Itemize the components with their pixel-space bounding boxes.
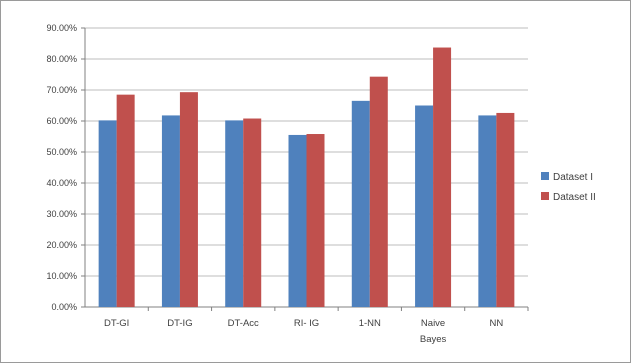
bars <box>98 47 515 308</box>
y-tick-label: 50.00% <box>46 147 77 157</box>
bar-dataset-i <box>225 120 244 307</box>
legend-swatch <box>541 172 549 180</box>
bar-dataset-ii <box>179 92 198 307</box>
bar-dataset-i <box>98 120 117 307</box>
x-category-label: DT-GI <box>104 318 129 329</box>
y-tick-label: 90.00% <box>46 23 77 33</box>
bar-dataset-i <box>415 105 434 307</box>
y-tick-label: 30.00% <box>46 209 77 219</box>
legend: Dataset I Dataset II <box>541 172 596 203</box>
bar-dataset-i <box>161 115 180 307</box>
legend-label: Dataset I <box>553 172 593 183</box>
bar-dataset-ii <box>243 118 262 308</box>
bar-dataset-i <box>288 134 307 307</box>
bar-dataset-i <box>351 100 370 307</box>
x-category-label: 1-NN <box>359 318 381 329</box>
bar-dataset-ii <box>433 47 452 307</box>
x-category-label: NN <box>489 318 503 329</box>
x-category-label: RI- IG <box>294 318 319 329</box>
bar-dataset-ii <box>306 134 325 307</box>
legend-swatch <box>541 192 549 200</box>
y-tick-label: 10.00% <box>46 271 77 281</box>
bar-dataset-ii <box>369 76 388 307</box>
legend-label: Dataset II <box>553 192 596 203</box>
y-tick-label: 80.00% <box>46 54 77 64</box>
bar-dataset-ii <box>116 94 135 308</box>
y-tick-label: 40.00% <box>46 178 77 188</box>
bar-dataset-ii <box>496 112 515 307</box>
y-tick-label: 70.00% <box>46 85 77 95</box>
y-tick-labels: 0.00% 10.00% 20.00% 30.00% 40.00% 50.00% 60.00… <box>46 23 77 312</box>
x-category-label: DT-IG <box>167 318 192 329</box>
x-category-label: Naive Bayes <box>420 318 447 345</box>
x-category-label: DT-Acc <box>228 318 259 329</box>
x-category-labels: DT-GI DT-IG DT-Acc RI- IG 1-NN Naive Bayes NN <box>104 318 503 345</box>
y-tick-label: 0.00% <box>51 302 77 312</box>
y-tick-label: 60.00% <box>46 116 77 126</box>
y-tick-label: 20.00% <box>46 240 77 250</box>
bar-dataset-i <box>478 115 497 307</box>
